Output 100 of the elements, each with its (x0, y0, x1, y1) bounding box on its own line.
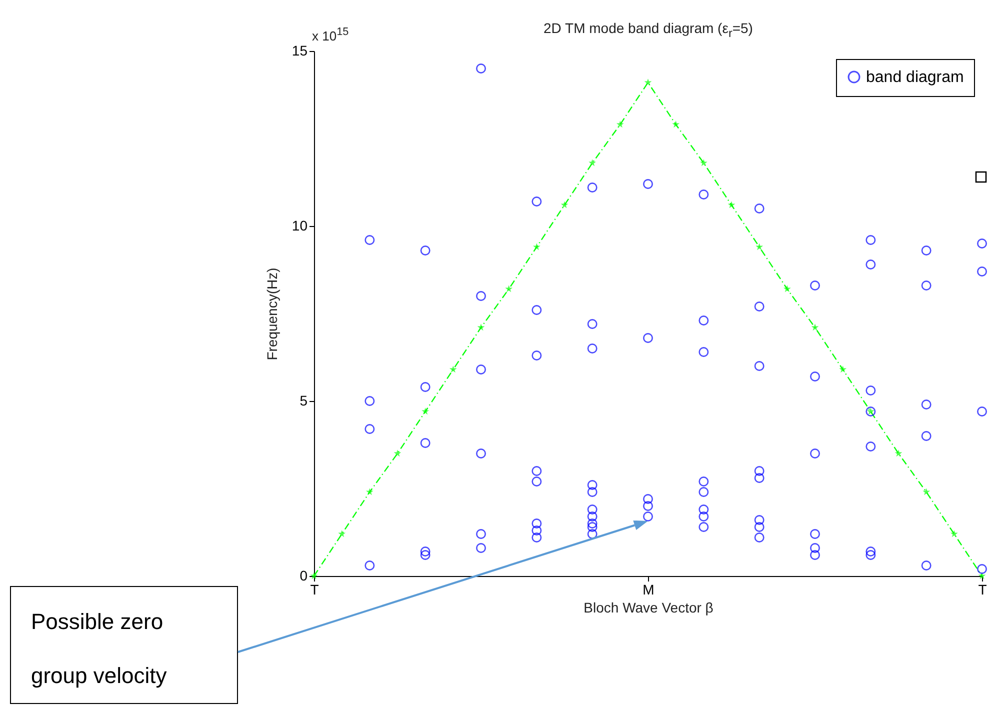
point (643, 512, 653, 522)
point (420, 550, 430, 560)
point (476, 529, 486, 539)
y-tick-label: 15 (292, 42, 308, 58)
point (921, 280, 932, 290)
point (422, 408, 430, 415)
point (476, 543, 486, 553)
point (866, 442, 876, 452)
x-tick-label: M (642, 582, 654, 598)
point (587, 529, 598, 539)
point (977, 238, 987, 248)
point (643, 333, 653, 343)
point (698, 522, 709, 532)
point (921, 246, 932, 256)
y-tick-label: 0 (300, 568, 308, 584)
point (643, 179, 653, 189)
point (477, 324, 485, 331)
point (476, 448, 486, 458)
point (921, 560, 932, 570)
point (532, 243, 540, 250)
point (476, 364, 486, 374)
point (366, 488, 374, 496)
point (921, 431, 932, 441)
point (754, 466, 764, 476)
point (420, 246, 430, 256)
point (587, 344, 598, 354)
y-tick-label: 5 (300, 392, 308, 408)
point (364, 424, 375, 434)
point (672, 120, 680, 128)
point (698, 512, 709, 522)
point (532, 532, 542, 542)
point (587, 319, 598, 329)
point (810, 448, 820, 458)
point (532, 526, 542, 536)
point (364, 560, 375, 570)
point (866, 550, 876, 560)
point (505, 285, 513, 292)
point (866, 386, 876, 396)
point (364, 235, 375, 245)
point (810, 550, 820, 560)
point (754, 361, 764, 371)
point (728, 201, 736, 208)
point (754, 522, 764, 532)
point (754, 473, 764, 483)
point (977, 266, 987, 276)
point (698, 476, 709, 486)
point (700, 159, 708, 166)
point (977, 406, 987, 416)
point (754, 532, 764, 542)
point (810, 543, 820, 553)
point (587, 487, 598, 497)
point (698, 190, 709, 200)
point (587, 504, 598, 514)
point (587, 522, 598, 532)
point (810, 280, 820, 290)
point (420, 546, 430, 556)
point (866, 235, 876, 245)
point (950, 530, 958, 538)
point (810, 529, 820, 539)
point (532, 196, 542, 206)
point (756, 243, 764, 250)
x-tick-label: T (978, 582, 988, 598)
point (977, 564, 987, 574)
point (783, 285, 791, 292)
point (588, 159, 596, 166)
point (754, 515, 764, 525)
legend-label: band diagram (866, 69, 964, 86)
point (811, 324, 819, 331)
point (698, 316, 709, 326)
point (698, 487, 709, 497)
point (698, 347, 709, 357)
point (643, 501, 653, 511)
point (476, 291, 486, 301)
point (643, 494, 653, 504)
point (866, 546, 876, 556)
point (587, 518, 598, 528)
point (532, 476, 542, 486)
point (338, 530, 346, 538)
point (532, 305, 542, 315)
text: x 10$^{15}$ (312, 26, 349, 44)
point (754, 204, 764, 214)
x-axis-title: Bloch Wave Vector β (584, 600, 714, 616)
chart-title: 2D TM mode band diagram (ε$_{r}$=5) (544, 20, 753, 40)
point (810, 372, 820, 382)
point (394, 450, 402, 457)
point (587, 512, 598, 522)
point (420, 382, 430, 392)
point (866, 260, 876, 270)
point (698, 504, 709, 514)
point (532, 350, 542, 360)
point (644, 78, 652, 86)
point (560, 201, 568, 208)
y-axis-title: Frequency(Hz) (264, 268, 280, 360)
point (587, 480, 598, 490)
x-tick-label: T (310, 582, 320, 598)
point (839, 366, 847, 373)
point (921, 400, 932, 410)
point (616, 120, 624, 128)
point (754, 302, 764, 312)
point (364, 396, 375, 406)
